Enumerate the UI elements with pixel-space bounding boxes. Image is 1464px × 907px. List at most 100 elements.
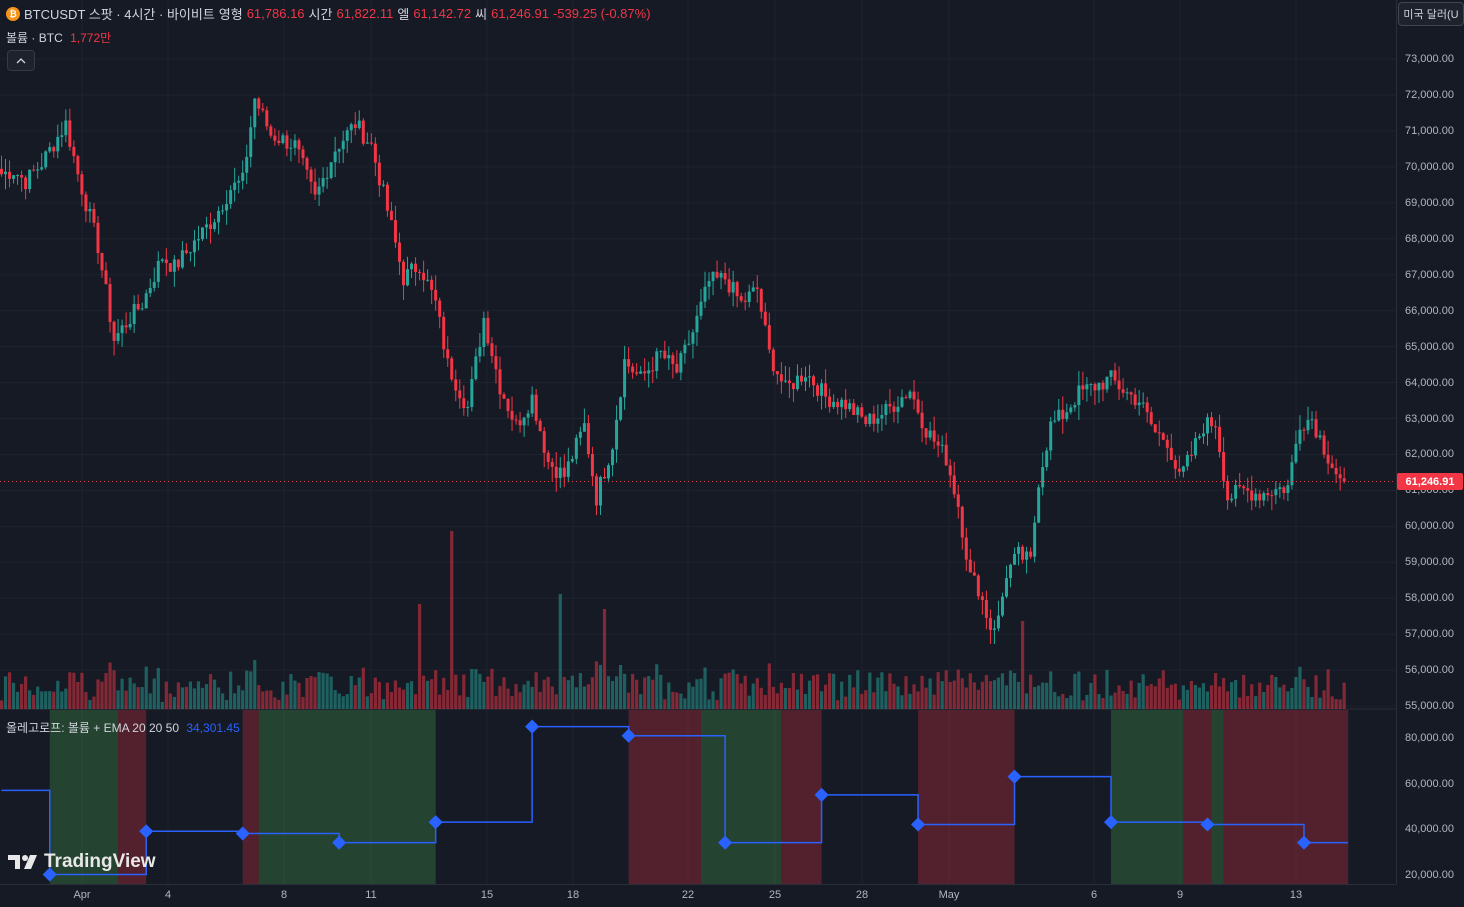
volume-bar <box>518 692 522 709</box>
volume-bar <box>1097 694 1101 709</box>
candle-body <box>1033 522 1037 557</box>
volume-bar <box>578 673 582 709</box>
candle-body <box>663 350 667 359</box>
volume-bar <box>1008 670 1013 709</box>
volume-bar <box>1012 673 1017 709</box>
volume-bar <box>1101 698 1105 709</box>
candle-body <box>377 162 381 186</box>
currency-button[interactable]: 미국 달러(U <box>1398 2 1464 26</box>
candle-body <box>880 415 884 419</box>
volume-bar <box>799 673 804 709</box>
collapse-legend-button[interactable] <box>7 50 35 71</box>
volume-bar <box>353 685 357 709</box>
candle-body <box>603 476 606 479</box>
volume-bar <box>72 672 76 709</box>
open-label: 영형 <box>218 7 243 22</box>
candle-body <box>1137 402 1141 406</box>
candle-body <box>1125 392 1129 394</box>
candle-body <box>84 194 88 212</box>
volume-bar <box>667 682 671 709</box>
volume-bar <box>245 670 249 709</box>
volume-bar <box>88 699 92 709</box>
volume-bar <box>1189 680 1194 709</box>
ema-marker <box>332 835 347 850</box>
candle-body <box>1133 394 1137 406</box>
volume-bar <box>711 691 715 709</box>
volume-bar <box>956 669 960 709</box>
price-tick-label: 62,000.00 <box>1405 448 1454 461</box>
volume-bar <box>1246 695 1250 709</box>
price-tick-label: 57,000.00 <box>1405 628 1454 641</box>
candle-body <box>1193 438 1197 456</box>
chart-canvas[interactable] <box>0 0 1396 884</box>
candle-body <box>88 208 92 212</box>
candle-body <box>76 156 80 175</box>
volume-bar <box>357 677 361 709</box>
volume-bar <box>751 683 755 709</box>
volume-bar <box>606 676 611 709</box>
ema-marker <box>718 835 733 850</box>
tradingview-logo[interactable]: TradingView <box>8 851 156 873</box>
volume-bar <box>960 678 964 709</box>
candle-body <box>1105 376 1109 390</box>
candle-body <box>213 222 217 230</box>
volume-label[interactable]: 볼륨 · BTC <box>6 31 63 45</box>
candle-body <box>627 359 631 367</box>
candle-body <box>325 177 329 179</box>
indicator-label[interactable]: 올레고로프: 볼륨 + EMA 20 20 50 <box>6 721 180 735</box>
candle-body <box>188 252 192 254</box>
volume-bar <box>848 674 852 709</box>
candle-body <box>277 140 281 144</box>
volume-bar <box>763 694 767 709</box>
volume-bar <box>405 682 410 709</box>
candle-body <box>309 169 313 182</box>
volume-bar <box>643 677 647 709</box>
regime-band <box>1223 710 1349 884</box>
volume-bar <box>502 677 506 709</box>
candle-body <box>490 343 494 357</box>
volume-bar <box>892 683 896 709</box>
low-label: 엘 <box>397 7 410 22</box>
candle-body <box>112 321 116 341</box>
volume-bar <box>381 699 385 709</box>
volume-bar <box>1016 681 1021 709</box>
volume-bar <box>1117 685 1121 709</box>
volume-bar <box>60 691 64 709</box>
symbol-title[interactable]: BTCUSDT 스팟 · 4시간 · 바이비트 <box>24 7 215 22</box>
volume-bar <box>482 681 486 709</box>
volume-bar <box>1069 695 1073 709</box>
candle-body <box>968 559 972 573</box>
candle-body <box>1041 467 1045 488</box>
volume-bar <box>1205 691 1210 709</box>
time-axis[interactable]: Apr 4 8 11 15 18 22 25 28 May 6 9 13 <box>0 884 1396 907</box>
candle-body <box>1230 498 1234 501</box>
volume-bar <box>1049 671 1053 709</box>
chart-area[interactable] <box>0 0 1396 884</box>
volume-bar <box>1314 675 1318 709</box>
candle-body <box>1149 412 1153 425</box>
volume-bar <box>747 695 751 709</box>
candle-body <box>337 149 341 152</box>
volume-bar <box>413 694 418 709</box>
candle-body <box>217 210 221 223</box>
volume-bar <box>434 670 438 709</box>
volume-bar <box>1020 621 1025 709</box>
candle-body <box>321 178 325 187</box>
candle-body <box>727 279 731 293</box>
candle-body <box>1258 493 1262 501</box>
candle-body <box>454 379 458 391</box>
volume-bar <box>1290 687 1294 709</box>
volume-bar <box>1318 697 1322 709</box>
candle-body <box>478 346 482 357</box>
price-axis[interactable]: 73,000.00 72,000.00 71,000.00 70,000.00 69,0… <box>1396 0 1464 884</box>
candle-body <box>816 385 820 396</box>
volume-bar <box>1173 683 1177 709</box>
volume-bar <box>627 692 631 709</box>
volume-bar <box>208 674 213 709</box>
candle-body <box>92 208 96 223</box>
candle-body <box>293 140 297 148</box>
volume-bar <box>365 696 369 709</box>
volume-bar <box>325 673 329 709</box>
volume-bar <box>341 696 345 709</box>
volume-bar <box>1041 682 1045 709</box>
